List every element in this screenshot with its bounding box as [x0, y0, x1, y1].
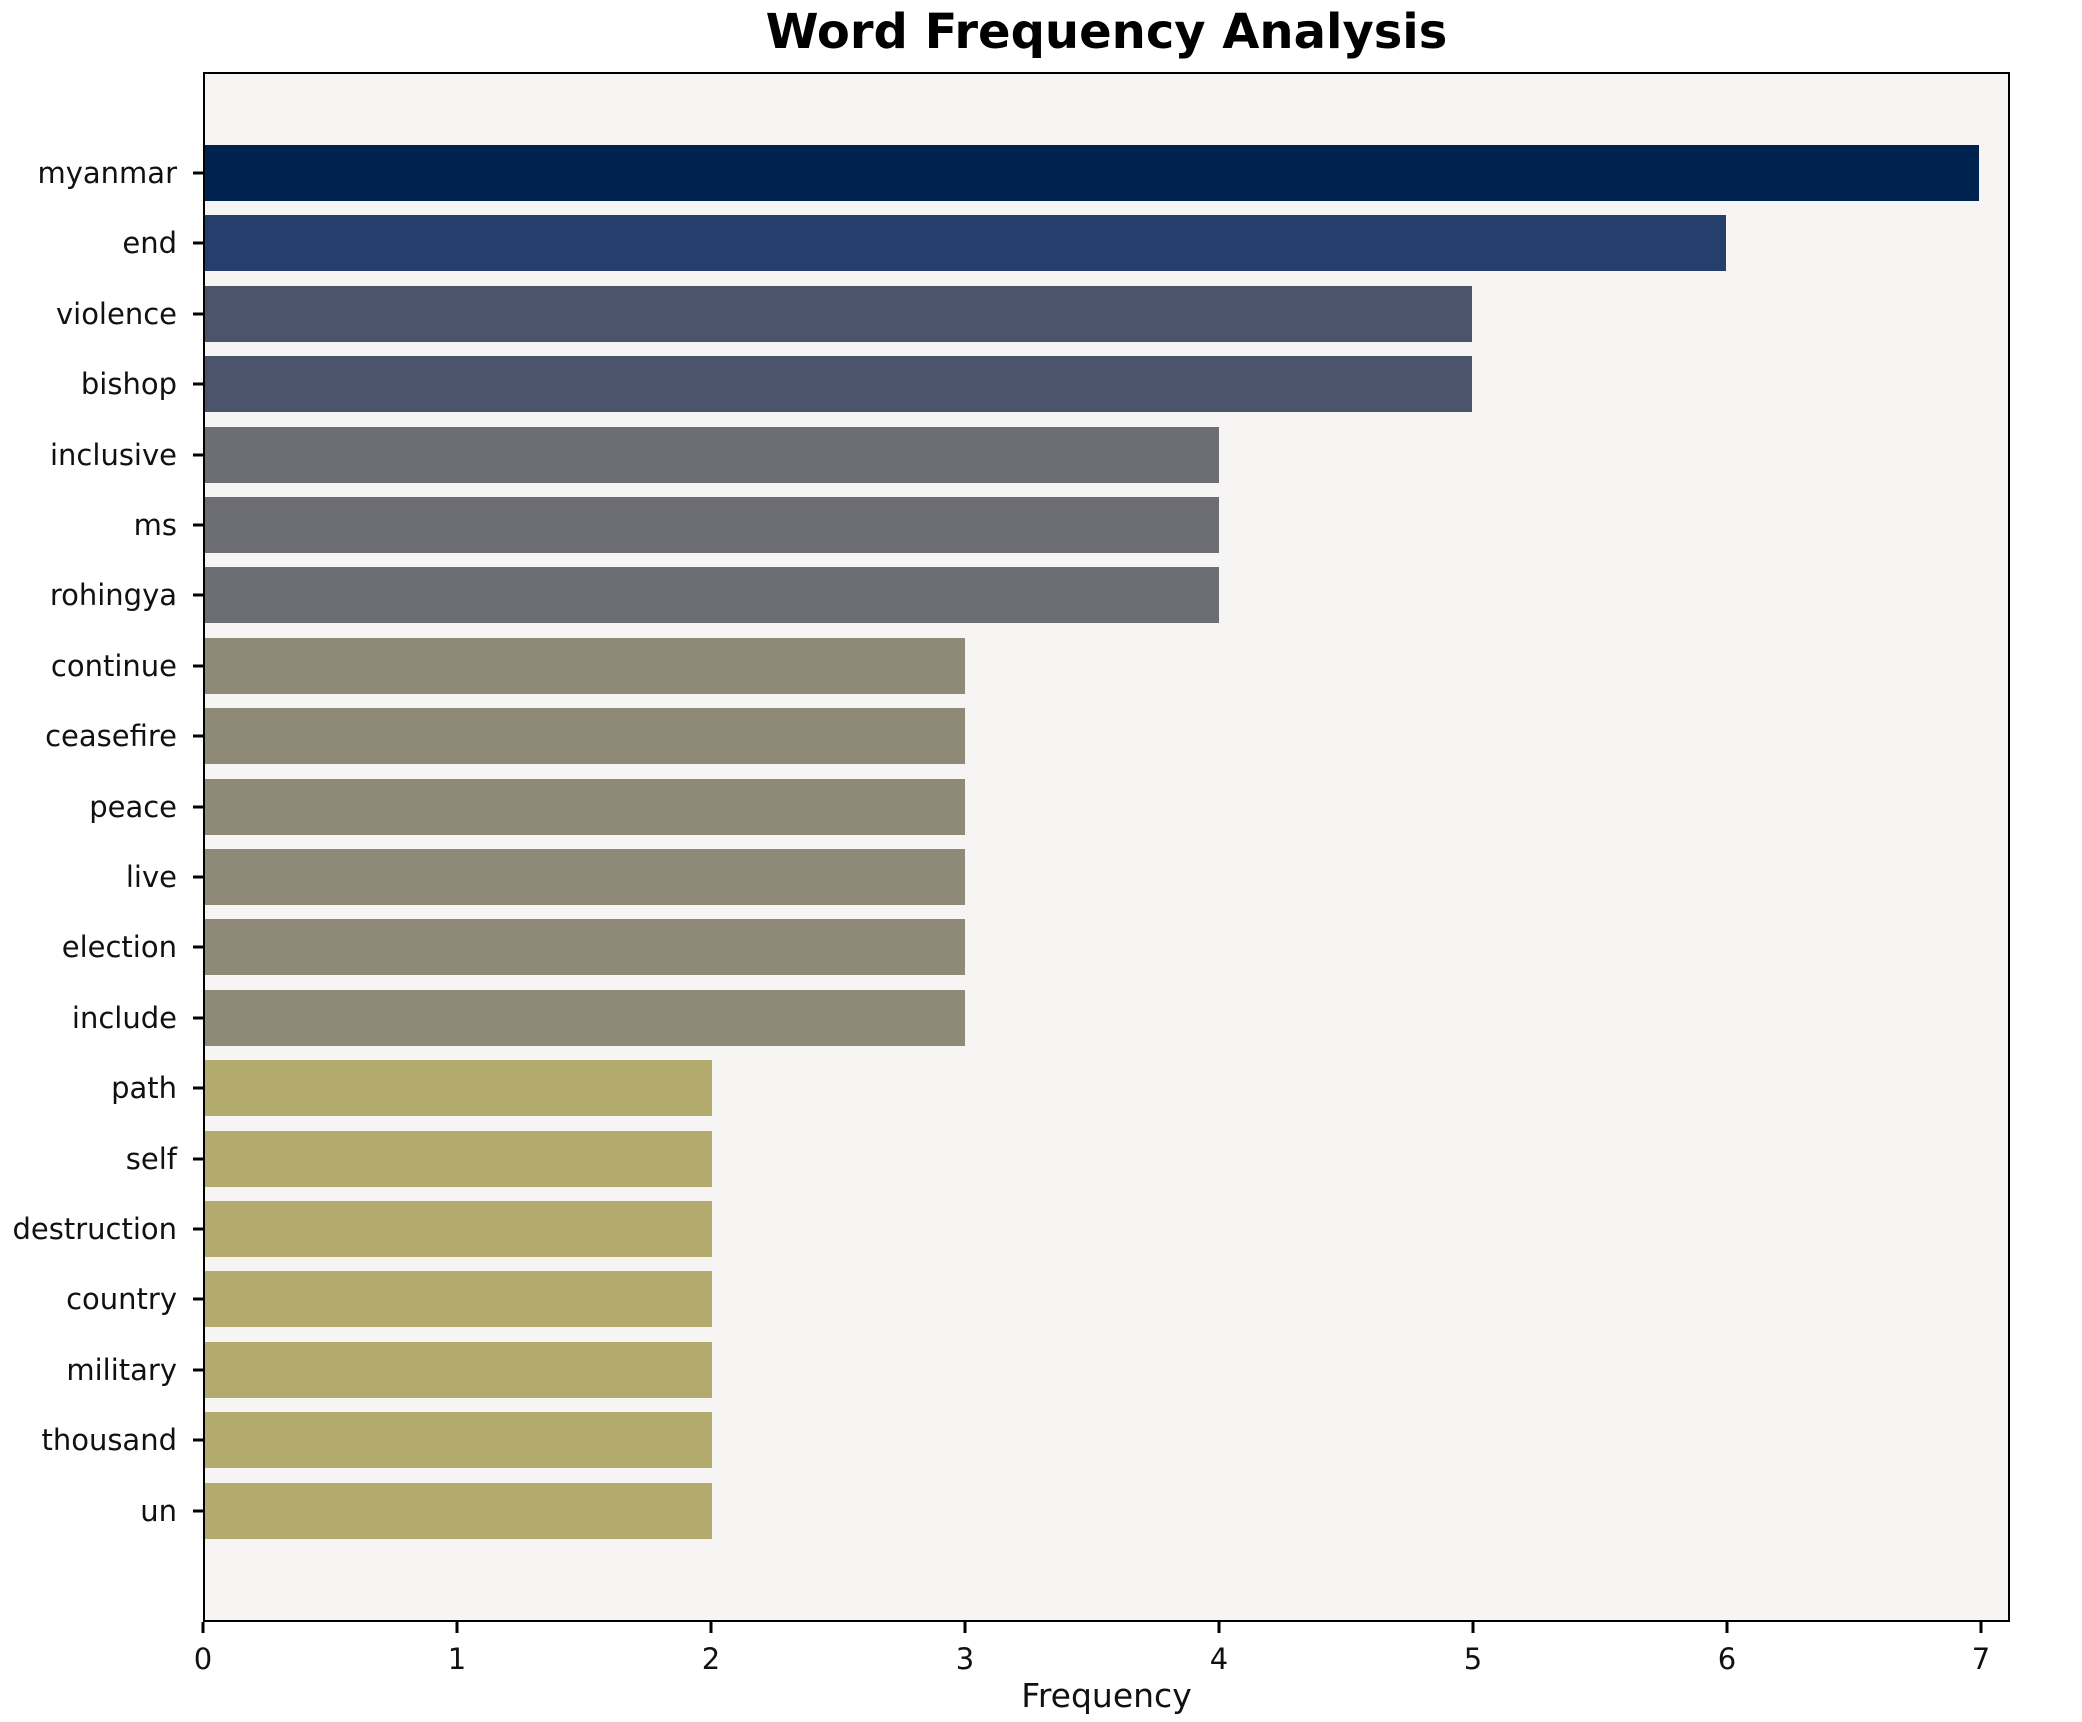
bar-inclusive	[205, 426, 1219, 483]
bar-ceasefire	[205, 708, 966, 765]
x-tick-label-6: 6	[1717, 1642, 1737, 1676]
y-tick-label-election: election	[61, 930, 177, 965]
bar-end	[205, 215, 1726, 272]
y-tick-label-include: include	[71, 1000, 177, 1035]
y-tick-mark-peace	[193, 805, 203, 809]
y-tick-mark-self	[193, 1157, 203, 1161]
y-tick-mark-live	[193, 875, 203, 879]
x-tick-label-5: 5	[1463, 1642, 1483, 1676]
bar-rohingya	[205, 567, 1219, 624]
bar-election	[205, 919, 966, 976]
x-tick-label-1: 1	[447, 1642, 467, 1676]
y-tick-mark-continue	[193, 664, 203, 668]
y-tick-mark-election	[193, 945, 203, 949]
bar-peace	[205, 778, 966, 835]
bar-country	[205, 1271, 712, 1328]
y-tick-mark-violence	[193, 312, 203, 316]
bars-layer	[205, 74, 2008, 1620]
y-tick-label-rohingya: rohingya	[49, 578, 177, 613]
bar-path	[205, 1060, 712, 1117]
x-tick-mark-3	[963, 1622, 967, 1633]
y-tick-label-military: military	[66, 1352, 177, 1387]
y-tick-mark-ms	[193, 523, 203, 527]
y-tick-label-violence: violence	[55, 296, 177, 331]
x-axis-title: Frequency	[1021, 1676, 1192, 1715]
y-tick-label-end: end	[122, 226, 177, 261]
bar-self	[205, 1130, 712, 1187]
y-tick-label-destruction: destruction	[12, 1212, 177, 1246]
y-tick-mark-thousand	[193, 1438, 203, 1442]
y-tick-mark-include	[193, 1016, 203, 1020]
bar-un	[205, 1482, 712, 1539]
bar-ms	[205, 497, 1219, 553]
x-tick-mark-0	[201, 1622, 205, 1633]
x-tick-label-0: 0	[193, 1642, 213, 1676]
y-tick-label-live: live	[125, 860, 177, 894]
y-tick-mark-ceasefire	[193, 734, 203, 738]
y-tick-label-ceasefire: ceasefire	[45, 719, 177, 754]
chart-title: Word Frequency Analysis	[765, 4, 1448, 60]
x-tick-label-4: 4	[1209, 1642, 1229, 1676]
y-tick-label-country: country	[66, 1282, 177, 1317]
y-tick-label-myanmar: myanmar	[37, 156, 177, 190]
plot-area	[203, 72, 2010, 1622]
bar-live	[205, 849, 966, 905]
x-tick-label-7: 7	[1971, 1642, 1991, 1676]
y-tick-label-thousand: thousand	[41, 1423, 177, 1458]
x-tick-mark-6	[1725, 1622, 1729, 1633]
bar-myanmar	[205, 145, 1980, 201]
bar-bishop	[205, 356, 1473, 413]
y-tick-label-continue: continue	[50, 648, 177, 683]
bar-thousand	[205, 1412, 712, 1469]
x-tick-mark-1	[455, 1622, 459, 1633]
y-tick-label-un: un	[140, 1493, 177, 1528]
bar-military	[205, 1341, 712, 1398]
bar-destruction	[205, 1201, 712, 1257]
y-tick-mark-inclusive	[193, 453, 203, 457]
y-tick-mark-rohingya	[193, 593, 203, 597]
y-tick-mark-path	[193, 1086, 203, 1090]
x-tick-mark-5	[1471, 1622, 1475, 1633]
bar-violence	[205, 285, 1473, 342]
bar-include	[205, 989, 966, 1046]
x-tick-mark-4	[1217, 1622, 1221, 1633]
y-tick-mark-myanmar	[193, 171, 203, 175]
y-tick-label-ms: ms	[133, 508, 177, 542]
y-tick-mark-un	[193, 1509, 203, 1513]
x-tick-label-2: 2	[701, 1642, 721, 1676]
y-tick-label-bishop: bishop	[80, 367, 177, 402]
y-tick-label-inclusive: inclusive	[50, 437, 177, 472]
y-tick-label-self: self	[125, 1141, 177, 1176]
x-tick-mark-2	[709, 1622, 713, 1633]
y-tick-label-path: path	[111, 1071, 177, 1106]
x-axis: 0 1 2 3 4 5 6 7	[194, 1622, 2010, 1722]
x-tick-label-3: 3	[955, 1642, 975, 1676]
y-tick-mark-country	[193, 1297, 203, 1301]
y-tick-mark-end	[193, 241, 203, 245]
y-tick-mark-destruction	[193, 1227, 203, 1231]
y-axis: myanmar end violence bishop inclusive ms rohin…	[0, 72, 203, 1622]
y-tick-mark-military	[193, 1368, 203, 1372]
bar-continue	[205, 637, 966, 694]
y-tick-mark-bishop	[193, 382, 203, 386]
y-tick-label-peace: peace	[89, 789, 177, 824]
x-tick-mark-7	[1979, 1622, 1983, 1633]
